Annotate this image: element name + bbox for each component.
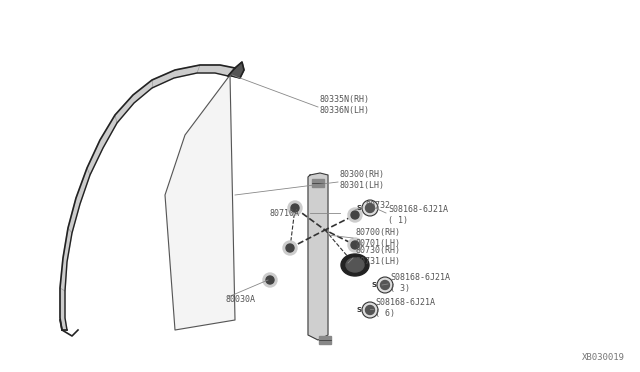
Circle shape [351,241,359,249]
Circle shape [288,201,302,215]
Circle shape [348,238,362,252]
Circle shape [291,204,299,212]
Text: S: S [371,282,376,288]
Polygon shape [308,173,328,340]
Circle shape [377,277,393,293]
Text: S08168-6J21A
( 3): S08168-6J21A ( 3) [390,273,450,293]
Circle shape [365,305,374,314]
Ellipse shape [346,258,364,272]
Polygon shape [228,62,244,78]
Text: 80700(RH)
80701(LH): 80700(RH) 80701(LH) [355,228,400,248]
Text: 80030A: 80030A [225,295,255,305]
Bar [319,336,331,344]
Circle shape [263,273,277,287]
Text: S: S [356,307,362,313]
Text: 80300(RH)
80301(LH): 80300(RH) 80301(LH) [340,170,385,190]
Circle shape [365,203,374,212]
Circle shape [351,211,359,219]
Text: 80710A: 80710A [270,208,300,218]
Bar [312,179,324,187]
Circle shape [266,276,274,284]
Circle shape [283,241,297,255]
Circle shape [362,200,378,216]
Polygon shape [60,65,235,330]
Text: S08168-6J21A
( 6): S08168-6J21A ( 6) [375,298,435,318]
Text: 80730(RH)
80731(LH): 80730(RH) 80731(LH) [355,246,400,266]
Text: 80732: 80732 [365,201,390,209]
Polygon shape [165,75,235,330]
Text: S: S [356,205,362,211]
Circle shape [362,302,378,318]
Text: XB030019: XB030019 [582,353,625,362]
Ellipse shape [341,254,369,276]
Circle shape [286,244,294,252]
Circle shape [381,280,390,289]
Text: 80335N(RH)
80336N(LH): 80335N(RH) 80336N(LH) [320,95,370,115]
Text: S08168-6J21A
( 1): S08168-6J21A ( 1) [388,205,448,225]
Circle shape [348,208,362,222]
